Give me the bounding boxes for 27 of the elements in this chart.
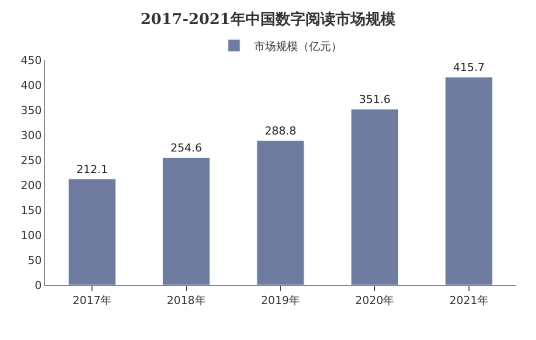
x-tick-label: 2020年 [355, 294, 394, 308]
y-tick-label: 50 [28, 254, 42, 267]
data-label: 415.7 [453, 61, 485, 74]
y-tick-label: 0 [34, 278, 42, 292]
data-label: 351.6 [358, 93, 390, 106]
x-tick-label: 2018年 [166, 294, 206, 308]
bar [256, 140, 304, 285]
y-tick-label: 450 [20, 54, 42, 67]
bar [162, 157, 210, 285]
bar [68, 178, 116, 285]
legend-label: 市场规模（亿元） [254, 40, 342, 53]
bar [445, 76, 493, 285]
chart-title: 2017-2021年中国数字阅读市场规模 [140, 10, 396, 28]
y-tick-label: 250 [20, 154, 42, 167]
y-tick-label: 300 [20, 128, 42, 142]
y-tick-label: 400 [20, 78, 42, 92]
data-label: 212.1 [76, 162, 108, 176]
y-tick-label: 200 [20, 178, 42, 192]
data-label: 288.8 [264, 124, 296, 138]
y-tick-label: 100 [20, 228, 42, 242]
x-tick-label: 2021年 [449, 294, 488, 308]
y-tick-label: 150 [20, 204, 42, 217]
x-tick-label: 2019年 [261, 294, 300, 308]
x-tick-label: 2017年 [72, 294, 112, 308]
y-tick-label: 350 [20, 104, 42, 117]
bar [350, 108, 398, 285]
data-label: 254.6 [170, 142, 202, 155]
